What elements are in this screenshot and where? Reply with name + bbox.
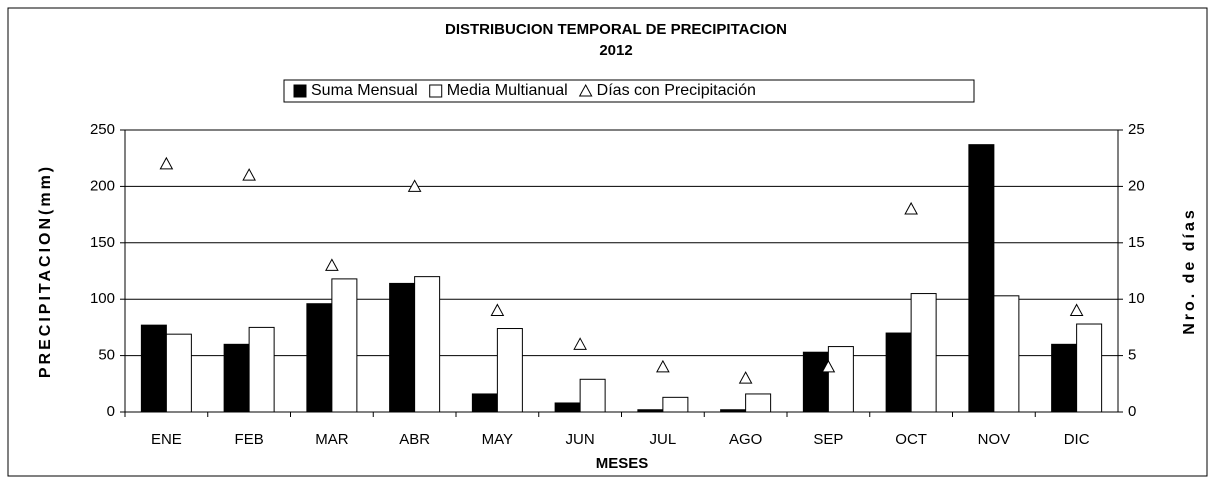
x-tick-label: JUL [650,431,677,448]
y-axis-label: PRECIPITACION(mm) [37,164,54,378]
marker [656,359,670,373]
x-tick-label: SEP [813,431,843,448]
bar [389,282,416,413]
y2-tick-label: 0 [1128,403,1136,420]
bar [1051,343,1078,413]
legend-label: Días con Precipitación [597,82,756,99]
chart-subtitle: 2012 [599,42,632,59]
bar [140,324,167,413]
x-tick-label: FEB [235,431,264,448]
x-tick-label: AGO [729,431,762,448]
bar [827,346,854,413]
bar [968,144,995,413]
bar [496,328,523,413]
x-tick-label: ENE [151,431,182,448]
y-tick-label: 100 [90,290,115,307]
marker [904,201,918,215]
legend-swatch [578,83,593,97]
y-tick-label: 0 [107,403,115,420]
x-tick-label: ABR [399,431,430,448]
marker [407,179,422,192]
y-tick-label: 200 [90,177,115,194]
chart-title: DISTRIBUCION TEMPORAL DE PRECIPITACION [445,21,787,38]
legend-label: Media Multianual [447,82,568,99]
y2-axis-label: Nro. de días [1181,207,1198,335]
y2-tick-label: 15 [1128,234,1145,251]
bar [554,402,581,413]
x-tick-label: DIC [1064,431,1090,448]
marker [490,303,505,316]
bar [306,303,333,413]
y-tick-label: 50 [98,347,115,364]
bar [885,332,912,413]
x-tick-label: OCT [895,431,927,448]
bar [331,278,358,413]
marker [821,359,836,373]
bar [993,295,1020,413]
x-tick-label: JUN [566,431,595,448]
legend-box [283,79,975,103]
y2-tick-label: 10 [1128,290,1145,307]
y2-tick-label: 25 [1128,121,1145,138]
bar [223,343,250,413]
y-tick-label: 250 [90,121,115,138]
legend-swatch [429,84,443,98]
bar [910,293,937,413]
legend-swatch [293,84,307,98]
y2-tick-label: 20 [1128,177,1145,194]
x-tick-label: MAR [315,431,349,448]
y2-tick-label: 5 [1128,347,1136,364]
bar [579,378,606,413]
bar [414,276,441,413]
marker [325,258,339,271]
bar [745,393,772,413]
marker [738,371,753,384]
bar [802,351,829,413]
marker [242,168,256,181]
bar [248,326,275,413]
bar [637,409,664,413]
marker [573,337,587,350]
marker [1069,303,1084,316]
x-axis-label: MESES [596,455,649,472]
y-tick-label: 150 [90,234,115,251]
bar [662,396,689,413]
bar [1076,323,1103,413]
legend-label: Suma Mensual [311,82,418,99]
marker [159,156,174,170]
bar [720,409,747,413]
x-tick-label: NOV [978,431,1011,448]
bar [471,393,498,413]
bar [165,333,192,413]
x-tick-label: MAY [482,431,513,448]
